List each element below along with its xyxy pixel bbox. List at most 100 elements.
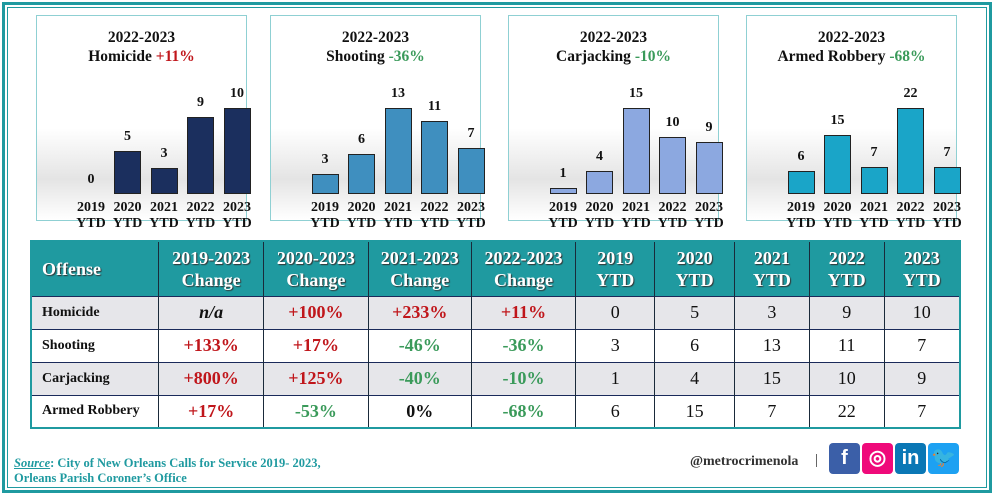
x-tick-label: 2023 YTD [694, 200, 724, 231]
bar [150, 168, 178, 194]
data-label: 3 [321, 152, 329, 168]
column-header: 2022-2023 Change [470, 241, 576, 296]
change-cell: -53% [263, 394, 369, 428]
bar [787, 170, 815, 194]
change-cell: +133% [158, 328, 264, 362]
chart-title: 2022-2023 Armed Robbery -68% [777, 29, 926, 65]
offense-cell: Carjacking [31, 361, 159, 395]
facebook-icon[interactable]: f [829, 443, 860, 474]
ytd-cell: 3 [733, 295, 810, 329]
source-note: Source: City of New Orleans Calls for Se… [14, 456, 321, 485]
ytd-cell: 6 [654, 328, 735, 362]
bar [348, 154, 375, 194]
x-tick-label: 2020 YTD [584, 200, 615, 231]
bar [421, 121, 448, 194]
change-cell: -36% [470, 328, 576, 362]
ytd-cell: 3 [575, 328, 655, 362]
bar [384, 108, 412, 194]
chart-change: +11% [155, 48, 195, 65]
bar [114, 151, 141, 194]
column-header: 2021 YTD [733, 241, 810, 296]
offense-cell: Homicide [31, 295, 159, 329]
column-header: 2023 YTD [883, 241, 960, 296]
column-header: Offense [31, 241, 159, 296]
bar [695, 142, 723, 194]
ytd-cell: 7 [883, 394, 960, 428]
x-tick-label: 2021 YTD [149, 200, 179, 231]
ytd-cell: 5 [654, 295, 735, 329]
bar [586, 171, 613, 194]
ytd-cell: 15 [654, 394, 735, 428]
x-tick-label: 2020 YTD [112, 200, 143, 231]
data-label: 6 [797, 148, 805, 164]
ytd-cell: 10 [808, 361, 885, 395]
data-label: 13 [391, 86, 405, 101]
x-tick-label: 2021 YTD [383, 200, 413, 231]
x-tick-label: 2021 YTD [859, 200, 889, 231]
x-tick-label: 2020 YTD [822, 200, 853, 231]
data-label: 7 [943, 144, 951, 160]
table-row: Homicide n/a +100% +233% +11% 0 5 3 9 10 [31, 295, 960, 329]
ytd-cell: 15 [733, 361, 810, 395]
offense-cell: Armed Robbery [31, 394, 159, 428]
change-cell: -68% [470, 394, 576, 428]
chart-change: -36% [388, 48, 425, 65]
column-header: 2021-2023 Change [367, 241, 472, 296]
chart-homicide: 2022-2023 Homicide +11% 0 5 3 9 10 2019 YTD 2020 Y… [36, 15, 252, 231]
ytd-cell: 7 [733, 394, 810, 428]
twitter-icon[interactable]: 🐦 [928, 443, 959, 474]
x-tick-label: 2021 YTD [621, 200, 651, 231]
bar [933, 166, 961, 194]
data-label: 15 [629, 86, 643, 101]
data-label: 9 [705, 120, 713, 136]
chart-shooting: 2022-2023 Shooting -36% 3 6 13 11 7 2019 YTD 2020… [270, 15, 486, 231]
bar [860, 166, 888, 194]
chart-title: 2022-2023 Carjacking -10% [556, 29, 671, 65]
data-label: 7 [870, 144, 878, 160]
change-cell: n/a [158, 295, 264, 329]
linkedin-icon[interactable]: in [895, 443, 926, 474]
ytd-cell: 7 [883, 328, 960, 362]
data-label: 7 [467, 125, 475, 141]
change-cell: +125% [263, 361, 369, 395]
x-tick-label: 2022 YTD [419, 200, 450, 231]
x-tick-label: 2022 YTD [657, 200, 688, 231]
column-header: 2019 YTD [575, 241, 655, 296]
ytd-cell: 0 [575, 295, 655, 329]
column-header: 2022 YTD [808, 241, 885, 296]
change-cell: +17% [158, 394, 264, 428]
x-tick-label: 2023 YTD [222, 200, 252, 231]
table-row: Shooting +133% +17% -46% -36% 3 6 13 11 7 [31, 328, 960, 362]
change-cell: -46% [367, 328, 472, 362]
chart-title: 2022-2023 Homicide +11% [88, 29, 195, 65]
data-label: 4 [596, 149, 603, 165]
chart-armed-robbery: 2022-2023 Armed Robbery -68% 6 15 7 22 7 2019 YT… [746, 15, 962, 231]
x-tick-label: 2019 YTD [786, 200, 816, 231]
change-cell: -40% [367, 361, 472, 395]
ytd-cell: 9 [808, 295, 885, 329]
data-label: 6 [358, 132, 365, 148]
x-tick-label: 2020 YTD [346, 200, 377, 231]
x-tick-label: 2019 YTD [310, 200, 340, 231]
change-cell: 0% [367, 394, 472, 428]
instagram-icon[interactable]: ◎ [862, 443, 893, 474]
data-label: 11 [427, 99, 442, 115]
x-tick-label: 2019 YTD [548, 200, 578, 231]
column-header: 2020 YTD [654, 241, 735, 296]
bar [457, 147, 485, 194]
change-cell: +100% [263, 295, 369, 329]
social-handle: @metrocrimenola [690, 454, 799, 469]
x-tick-label: 2022 YTD [895, 200, 926, 231]
x-tick-label: 2023 YTD [456, 200, 486, 231]
ytd-cell: 10 [883, 295, 960, 329]
ytd-cell: 4 [654, 361, 735, 395]
x-tick-label: 2023 YTD [932, 200, 962, 231]
data-label: 10 [230, 86, 244, 101]
ytd-cell: 13 [733, 328, 810, 362]
data-label: 15 [830, 113, 845, 129]
ytd-cell: 22 [808, 394, 885, 428]
change-cell: -10% [470, 361, 576, 395]
x-tick-label: 2019 YTD [76, 200, 106, 231]
change-cell: +800% [158, 361, 264, 395]
